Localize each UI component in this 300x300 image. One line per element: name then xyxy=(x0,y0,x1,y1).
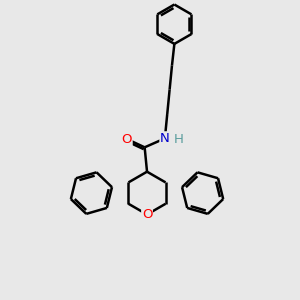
Text: O: O xyxy=(122,133,132,146)
Text: H: H xyxy=(173,133,183,146)
Text: O: O xyxy=(142,208,152,221)
Text: N: N xyxy=(160,132,170,145)
